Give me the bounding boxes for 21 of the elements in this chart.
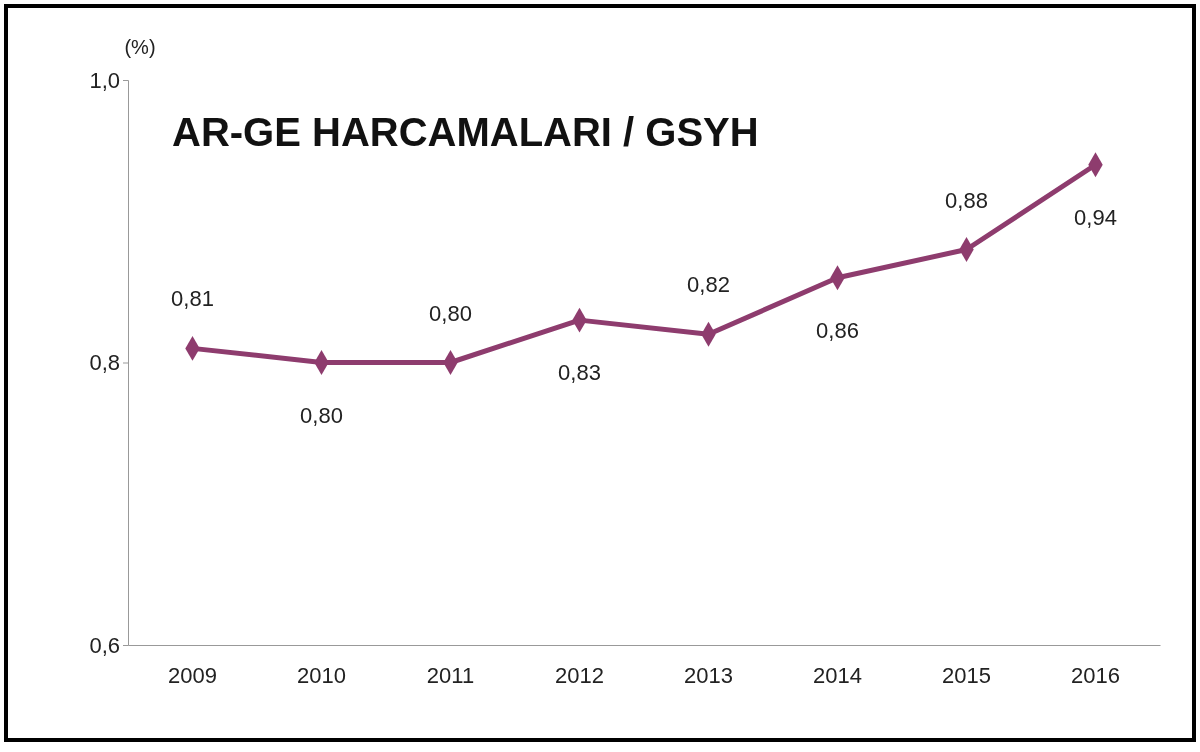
data-label: 0,88 xyxy=(945,187,988,213)
x-tick-label: 2010 xyxy=(297,662,346,688)
x-tick-label: 2012 xyxy=(555,662,604,688)
x-tick-label: 2014 xyxy=(813,662,862,688)
y-tick-label: 1,0 xyxy=(89,67,120,93)
x-tick-label: 2011 xyxy=(426,662,475,688)
x-tick-label: 2015 xyxy=(942,662,991,688)
data-label: 0,86 xyxy=(816,317,859,343)
y-tick-label: 0,8 xyxy=(89,350,120,376)
data-label: 0,81 xyxy=(171,286,214,312)
data-label: 0,80 xyxy=(300,402,343,428)
data-label: 0,83 xyxy=(558,360,601,386)
y-tick-label: 0,6 xyxy=(89,632,120,658)
x-tick-label: 2016 xyxy=(1071,662,1120,688)
data-label: 0,82 xyxy=(687,272,730,298)
x-tick-label: 2013 xyxy=(684,662,733,688)
data-label: 0,80 xyxy=(429,300,472,326)
text: AR-GE HARCAMALARI / GSYH xyxy=(172,110,759,154)
x-tick-label: 2009 xyxy=(168,662,217,688)
data-label: 0,94 xyxy=(1074,204,1117,230)
y-axis-title: (%) xyxy=(124,36,156,58)
